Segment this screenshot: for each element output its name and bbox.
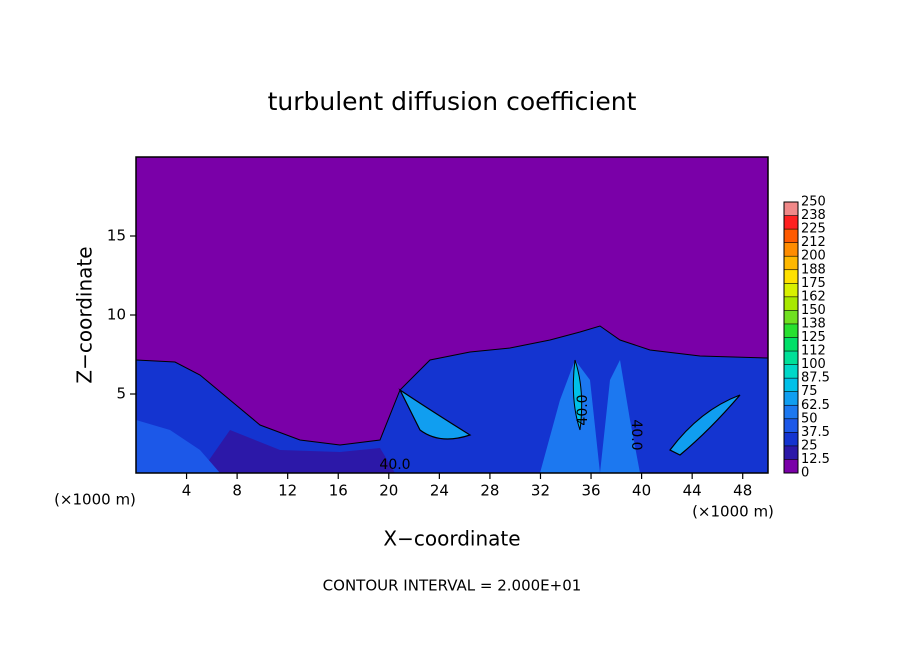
colorbar-band: [784, 283, 798, 297]
field-region: [540, 360, 600, 473]
colorbar-band: [784, 215, 798, 230]
colorbar-band: [784, 391, 798, 406]
colorbar-band: [784, 418, 798, 433]
y-tick-label: 5: [116, 385, 126, 403]
field: [135, 157, 769, 473]
colorbar-label: 125: [801, 330, 826, 345]
colorbar-band: [784, 445, 798, 460]
colorbar-band: [784, 229, 798, 243]
colorbar-label: 150: [801, 303, 826, 318]
x-tick-label: 40: [632, 482, 651, 500]
colorbar-label: 175: [801, 276, 826, 291]
x-tick-label: 4: [182, 482, 192, 500]
contour-label: 40.0: [379, 457, 410, 473]
colorbar-label: 238: [801, 208, 826, 223]
x-tick-label: 20: [379, 482, 398, 500]
colorbar-label: 75: [801, 384, 818, 399]
colorbar-label: 225: [801, 222, 826, 237]
colorbar-band: [784, 256, 798, 270]
colorbar-label: 112: [801, 344, 826, 359]
colorbar-label: 212: [801, 235, 826, 250]
colorbar-label: 188: [801, 262, 826, 277]
colorbar-band: [784, 405, 798, 419]
colorbar-band: [784, 459, 798, 473]
x-axis-title: X−coordinate: [383, 527, 520, 551]
x-tick-label: 8: [232, 482, 242, 500]
colorbar-label: 25: [801, 438, 818, 453]
x-tick-label: 24: [430, 482, 449, 500]
colorbar-label: 37.5: [801, 425, 830, 440]
field-region: [200, 430, 395, 473]
colorbar-band: [784, 323, 798, 338]
colorbar-label: 138: [801, 316, 826, 331]
colorbar-band: [784, 378, 798, 392]
colorbar-label: 100: [801, 357, 826, 372]
x-tick-label: 44: [683, 482, 702, 500]
x-tick-label: 28: [480, 482, 499, 500]
contour-line: [135, 325, 769, 446]
colorbar-band: [784, 364, 798, 379]
y-axis-title: Z−coordinate: [73, 246, 97, 383]
colorbar-label: 50: [801, 411, 818, 426]
chart-title: turbulent diffusion coefficient: [268, 87, 637, 116]
footnote: CONTOUR INTERVAL = 2.000E+01: [323, 577, 582, 595]
colorbar-label: 87.5: [801, 371, 830, 386]
colorbar-band: [784, 337, 798, 352]
colorbar-label: 12.5: [801, 452, 830, 467]
y-tick-label: 10: [107, 306, 126, 324]
x-tick-label: 36: [581, 482, 600, 500]
colorbar-band: [784, 351, 798, 365]
colorbar-label: 0: [801, 466, 809, 481]
colorbar-label: 250: [801, 195, 826, 210]
colorbar-label: 200: [801, 249, 826, 264]
colorbar-band: [784, 269, 798, 284]
x-tick-label: 12: [278, 482, 297, 500]
field-region: [572, 359, 583, 431]
colorbar-label: 62.5: [801, 398, 830, 413]
field-region: [600, 360, 640, 473]
field-region: [669, 394, 741, 456]
colorbar-band: [784, 310, 798, 324]
colorbar-band: [784, 242, 798, 257]
field-region: [398, 388, 472, 440]
field-region: [136, 420, 220, 473]
colorbar-band: [784, 432, 798, 446]
x-axis-unit: (×1000 m): [54, 491, 136, 509]
contour-label: 40.0: [628, 419, 644, 450]
x-tick-label: 32: [531, 482, 550, 500]
colorbar-band: [784, 296, 798, 311]
x-axis-unit: (×1000 m): [692, 503, 774, 521]
y-tick-label: 15: [107, 227, 126, 245]
x-tick-label: 16: [329, 482, 348, 500]
x-tick-label: 48: [733, 482, 752, 500]
colorbar-label: 162: [801, 289, 826, 304]
colorbar-band: [784, 202, 798, 216]
contour-label: 40.0: [575, 394, 591, 425]
